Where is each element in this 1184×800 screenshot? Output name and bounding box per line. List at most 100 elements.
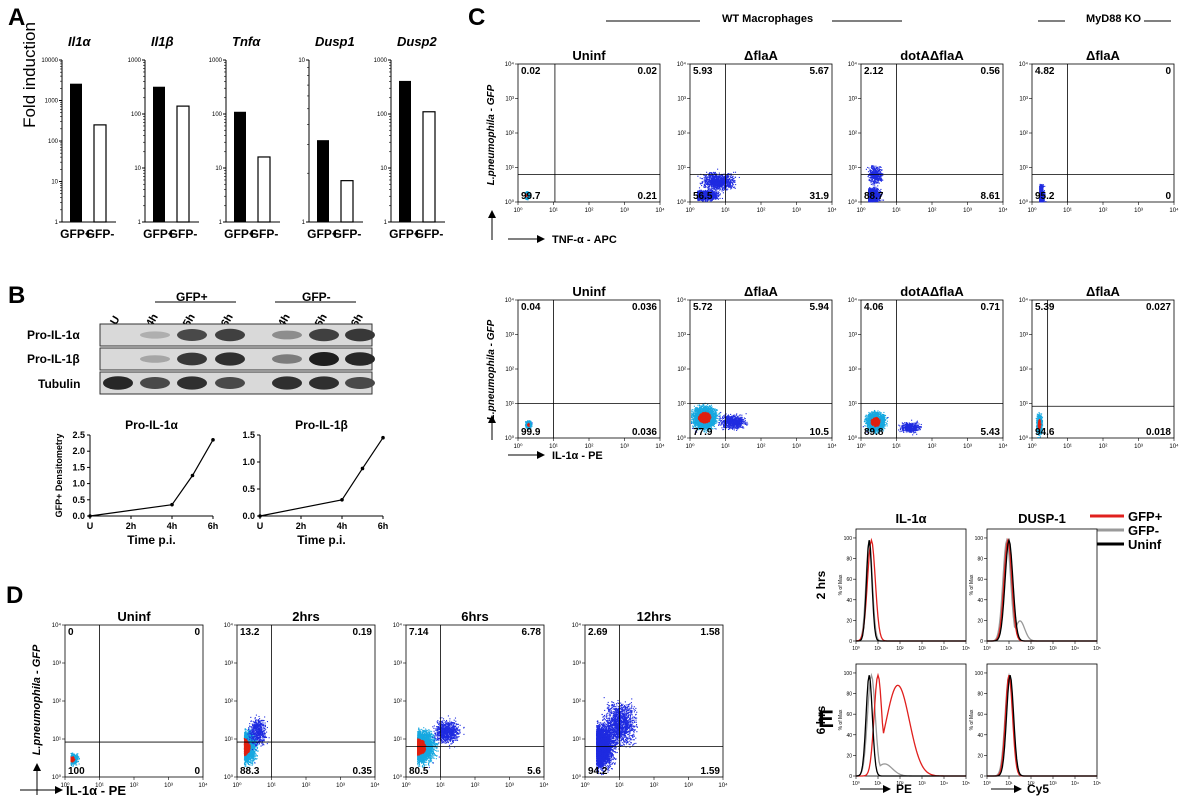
e-x-arrowhead <box>883 785 891 793</box>
x-tick-label: 10² <box>896 646 904 652</box>
y-tick-label: 10 <box>51 180 58 186</box>
x-tick-label: 10¹ <box>1005 646 1013 652</box>
x-tick-label: 10¹ <box>1005 781 1013 787</box>
y-tick-label: 1000 <box>209 58 223 64</box>
y-tick-label: 1 <box>55 220 59 226</box>
y-tick-label: 1 <box>219 220 223 226</box>
y-tick-label: 20 <box>846 618 852 624</box>
x-tick-label: 10¹ <box>874 646 882 652</box>
blot-band <box>309 328 339 342</box>
x-label-gfp-pos: GFP+ <box>307 227 339 241</box>
x-label-gfp-pos: GFP+ <box>389 227 421 241</box>
gene-title: Il1α <box>68 34 91 49</box>
x-label-gfp-neg: GFP- <box>250 227 279 241</box>
y-tick-label: 60 <box>977 577 983 583</box>
y-tick-label: 0 <box>980 774 983 780</box>
x-tick-label: 10⁴ <box>940 646 948 652</box>
e-xlabel: Cy5 <box>1027 782 1049 796</box>
y-tick-label: 0 <box>849 639 852 645</box>
y-tick-label: 1000 <box>45 99 59 105</box>
e-xlabel: PE <box>896 782 912 796</box>
x-tick-label: 10¹ <box>874 781 882 787</box>
bar-gfp-neg <box>93 124 107 223</box>
y-tick-label: 80 <box>977 692 983 698</box>
x-tick-label: 10³ <box>918 646 926 652</box>
bar-gfp-neg <box>257 156 271 223</box>
y-tick-label: 40 <box>977 733 983 739</box>
x-label-gfp-pos: GFP+ <box>60 227 92 241</box>
bar-gfp-pos <box>70 83 82 223</box>
blot-band <box>215 328 245 342</box>
y-tick-label: 80 <box>846 692 852 698</box>
histogram-ylabel: % of Max <box>969 709 975 730</box>
y-tick-label: 10 <box>215 166 222 172</box>
e-row-label-2: 6 hrs <box>814 705 828 734</box>
y-tick-label: 40 <box>977 598 983 604</box>
x-label-gfp-neg: GFP- <box>86 227 115 241</box>
panel-letter-d: D <box>6 582 23 610</box>
x-tick-label: 10⁰ <box>852 646 860 652</box>
y-tick-label: 100 <box>844 536 853 542</box>
x-tick-label: 10⁵ <box>962 646 970 652</box>
y-tick-label: 80 <box>846 557 852 563</box>
y-tick-label: 10 <box>134 166 141 172</box>
x-tick-label: 10⁰ <box>852 781 860 787</box>
y-tick-label: 60 <box>977 712 983 718</box>
y-tick-label: 100 <box>48 139 59 145</box>
x-label-gfp-pos: GFP+ <box>143 227 175 241</box>
legend-uninf: Uninf <box>1128 537 1161 552</box>
x-tick-label: 10⁰ <box>983 646 991 652</box>
legend-gfp-pos: GFP+ <box>1128 509 1162 524</box>
y-tick-label: 100 <box>377 112 388 118</box>
y-tick-label: 10 <box>298 58 305 64</box>
y-tick-label: 100 <box>975 671 984 677</box>
x-label-gfp-neg: GFP- <box>415 227 444 241</box>
y-tick-label: 10000 <box>41 58 58 64</box>
bar-gfp-neg <box>176 105 190 223</box>
x-label-gfp-neg: GFP- <box>169 227 198 241</box>
gene-title: Dusp1 <box>315 34 355 49</box>
bar-gfp-neg <box>422 111 436 223</box>
panel-a-bar-charts: Il1α110100100010000GFP+GFP-Il1β110100100… <box>41 34 445 241</box>
x-label-gfp-neg: GFP- <box>333 227 362 241</box>
e-row-label-1: 2 hrs <box>814 570 828 599</box>
y-tick-label: 80 <box>977 557 983 563</box>
blot-band <box>345 328 375 342</box>
bar-gfp-neg <box>340 180 354 223</box>
x-tick-label: 10³ <box>1049 781 1057 787</box>
e-col-title-2: DUSP-1 <box>1018 511 1066 526</box>
blot-band <box>177 329 207 341</box>
gene-title: Dusp2 <box>397 34 438 49</box>
y-tick-label: 10 <box>380 166 387 172</box>
panel-letter-e: E <box>818 706 834 734</box>
panel-b-western-blot: U 4h 5h 6h 4h 5h 6h <box>99 301 375 395</box>
e-x-arrowhead <box>1014 785 1022 793</box>
y-tick-label: 100 <box>844 671 853 677</box>
histogram-ylabel: % of Max <box>838 709 844 730</box>
x-tick-label: 10⁵ <box>1093 646 1101 652</box>
y-tick-label: 20 <box>977 618 983 624</box>
y-tick-label: 1000 <box>374 58 388 64</box>
x-tick-label: 10⁵ <box>962 781 970 787</box>
bar-gfp-pos <box>153 86 165 223</box>
x-tick-label: 10⁰ <box>983 781 991 787</box>
y-tick-label: 60 <box>846 577 852 583</box>
y-tick-label: 60 <box>846 712 852 718</box>
y-tick-label: 40 <box>846 598 852 604</box>
bar-gfp-pos <box>399 80 411 222</box>
y-tick-label: 20 <box>846 753 852 759</box>
bar-gfp-pos <box>317 140 329 222</box>
y-tick-label: 0 <box>849 774 852 780</box>
panel-letter-a: A <box>8 4 25 32</box>
y-tick-label: 0 <box>980 639 983 645</box>
histogram-ylabel: % of Max <box>969 574 975 595</box>
x-tick-label: 10⁴ <box>1071 646 1079 652</box>
blot-band <box>140 331 170 339</box>
x-tick-label: 10³ <box>918 781 926 787</box>
x-tick-label: 10⁴ <box>940 781 948 787</box>
y-tick-label: 1000 <box>128 58 142 64</box>
legend-gfp-neg: GFP- <box>1128 523 1159 538</box>
x-label-gfp-pos: GFP+ <box>224 227 256 241</box>
y-tick-label: 1 <box>302 220 306 226</box>
